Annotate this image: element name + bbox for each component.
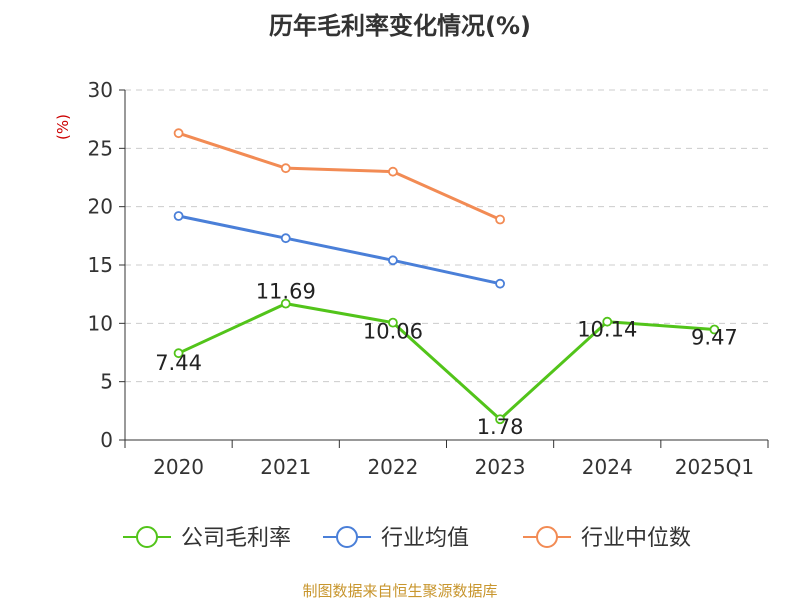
data-point[interactable] bbox=[388, 255, 398, 266]
data-point[interactable] bbox=[173, 348, 184, 359]
axes: 0 5 10 15 20 25 30 2020 2021 2022 2023 2024 2025Q1 bbox=[88, 78, 769, 479]
data-point[interactable] bbox=[602, 316, 613, 327]
data-point[interactable] bbox=[173, 128, 184, 139]
x-tick-label: 2021 bbox=[260, 455, 311, 479]
legend-item-1[interactable]: 行业均值 bbox=[323, 526, 469, 551]
y-tick-label: 25 bbox=[88, 136, 113, 160]
x-tick-label: 2020 bbox=[153, 455, 204, 479]
legend-marker bbox=[136, 526, 158, 548]
y-tick-label: 20 bbox=[88, 195, 113, 219]
y-axis-label: (%) bbox=[54, 114, 72, 140]
data-label: 7.44 bbox=[155, 351, 202, 375]
data-point[interactable] bbox=[280, 163, 291, 174]
legend-label: 行业均值 bbox=[381, 526, 469, 551]
legend-marker bbox=[536, 526, 558, 548]
series-line-0 bbox=[177, 302, 715, 421]
x-tick-label: 2022 bbox=[367, 455, 418, 479]
data-point[interactable] bbox=[709, 324, 720, 335]
legend-item-2[interactable]: 行业中位数 bbox=[523, 526, 691, 551]
legend[interactable]: 公司毛利率 行业均值 行业中位数 bbox=[123, 526, 691, 551]
data-label: 10.06 bbox=[363, 320, 423, 344]
data-point[interactable] bbox=[388, 166, 398, 177]
data-point[interactable] bbox=[173, 211, 184, 221]
grid-lines bbox=[125, 89, 768, 383]
data-label: 9.47 bbox=[691, 326, 738, 350]
data-point[interactable] bbox=[280, 298, 291, 309]
y-tick-label: 5 bbox=[100, 370, 113, 394]
data-point[interactable] bbox=[495, 414, 505, 425]
chart-title: 历年毛利率变化情况(%) bbox=[269, 12, 531, 40]
x-tick-label: 2025Q1 bbox=[675, 455, 754, 479]
series-line-2 bbox=[178, 131, 501, 221]
y-tick-label: 10 bbox=[88, 311, 113, 335]
legend-marker bbox=[336, 526, 358, 548]
series-lines bbox=[173, 128, 720, 425]
legend-item-0[interactable]: 公司毛利率 bbox=[123, 526, 291, 551]
data-labels: 7.44 11.69 10.06 1.78 10.14 9.47 bbox=[155, 280, 738, 440]
x-tick-label: 2024 bbox=[582, 455, 633, 479]
data-point[interactable] bbox=[388, 317, 398, 328]
series-line-1 bbox=[178, 214, 501, 286]
legend-label: 行业中位数 bbox=[581, 526, 691, 551]
y-tick-label: 30 bbox=[88, 78, 113, 102]
data-point[interactable] bbox=[495, 214, 505, 225]
data-point[interactable] bbox=[280, 233, 291, 244]
y-tick-label: 15 bbox=[88, 253, 113, 277]
data-point[interactable] bbox=[495, 278, 505, 289]
source-note: 制图数据来自恒生聚源数据库 bbox=[302, 582, 497, 600]
y-tick-label: 0 bbox=[100, 428, 113, 452]
data-label: 11.69 bbox=[256, 280, 316, 304]
legend-label: 公司毛利率 bbox=[181, 526, 291, 551]
x-tick-label: 2023 bbox=[475, 455, 526, 479]
data-label: 10.14 bbox=[577, 318, 637, 342]
data-label: 1.78 bbox=[477, 415, 524, 439]
